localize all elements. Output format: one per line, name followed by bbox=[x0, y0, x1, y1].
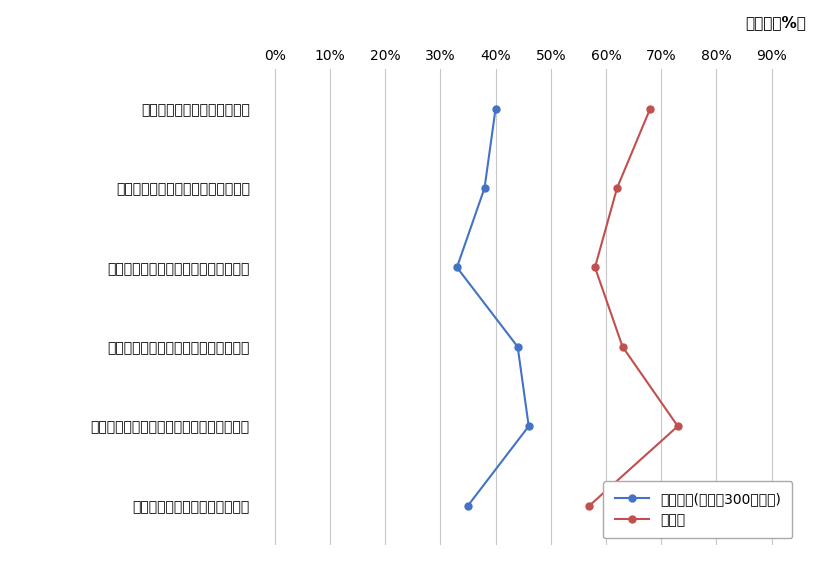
Text: 実施率（%）: 実施率（%） bbox=[746, 15, 806, 30]
大企業 bbox=[618, 343, 628, 350]
Legend: 中小企業(従業員300名以下), 大企業: 中小企業(従業員300名以下), 大企業 bbox=[603, 481, 793, 538]
中小企業(従業員300名以下) bbox=[452, 264, 462, 271]
中小企業(従業員300名以下) bbox=[513, 343, 522, 350]
大企業 bbox=[584, 502, 594, 509]
Line: 中小企業(従業員300名以下): 中小企業(従業員300名以下) bbox=[453, 105, 532, 509]
大企業 bbox=[590, 264, 600, 271]
中小企業(従業員300名以下) bbox=[480, 185, 489, 192]
大企業 bbox=[645, 105, 655, 112]
大企業 bbox=[673, 422, 683, 429]
中小企業(従業員300名以下) bbox=[463, 502, 473, 509]
中小企業(従業員300名以下) bbox=[524, 422, 534, 429]
Line: 大企業: 大企業 bbox=[586, 105, 681, 509]
大企業 bbox=[612, 185, 622, 192]
中小企業(従業員300名以下) bbox=[490, 105, 500, 112]
